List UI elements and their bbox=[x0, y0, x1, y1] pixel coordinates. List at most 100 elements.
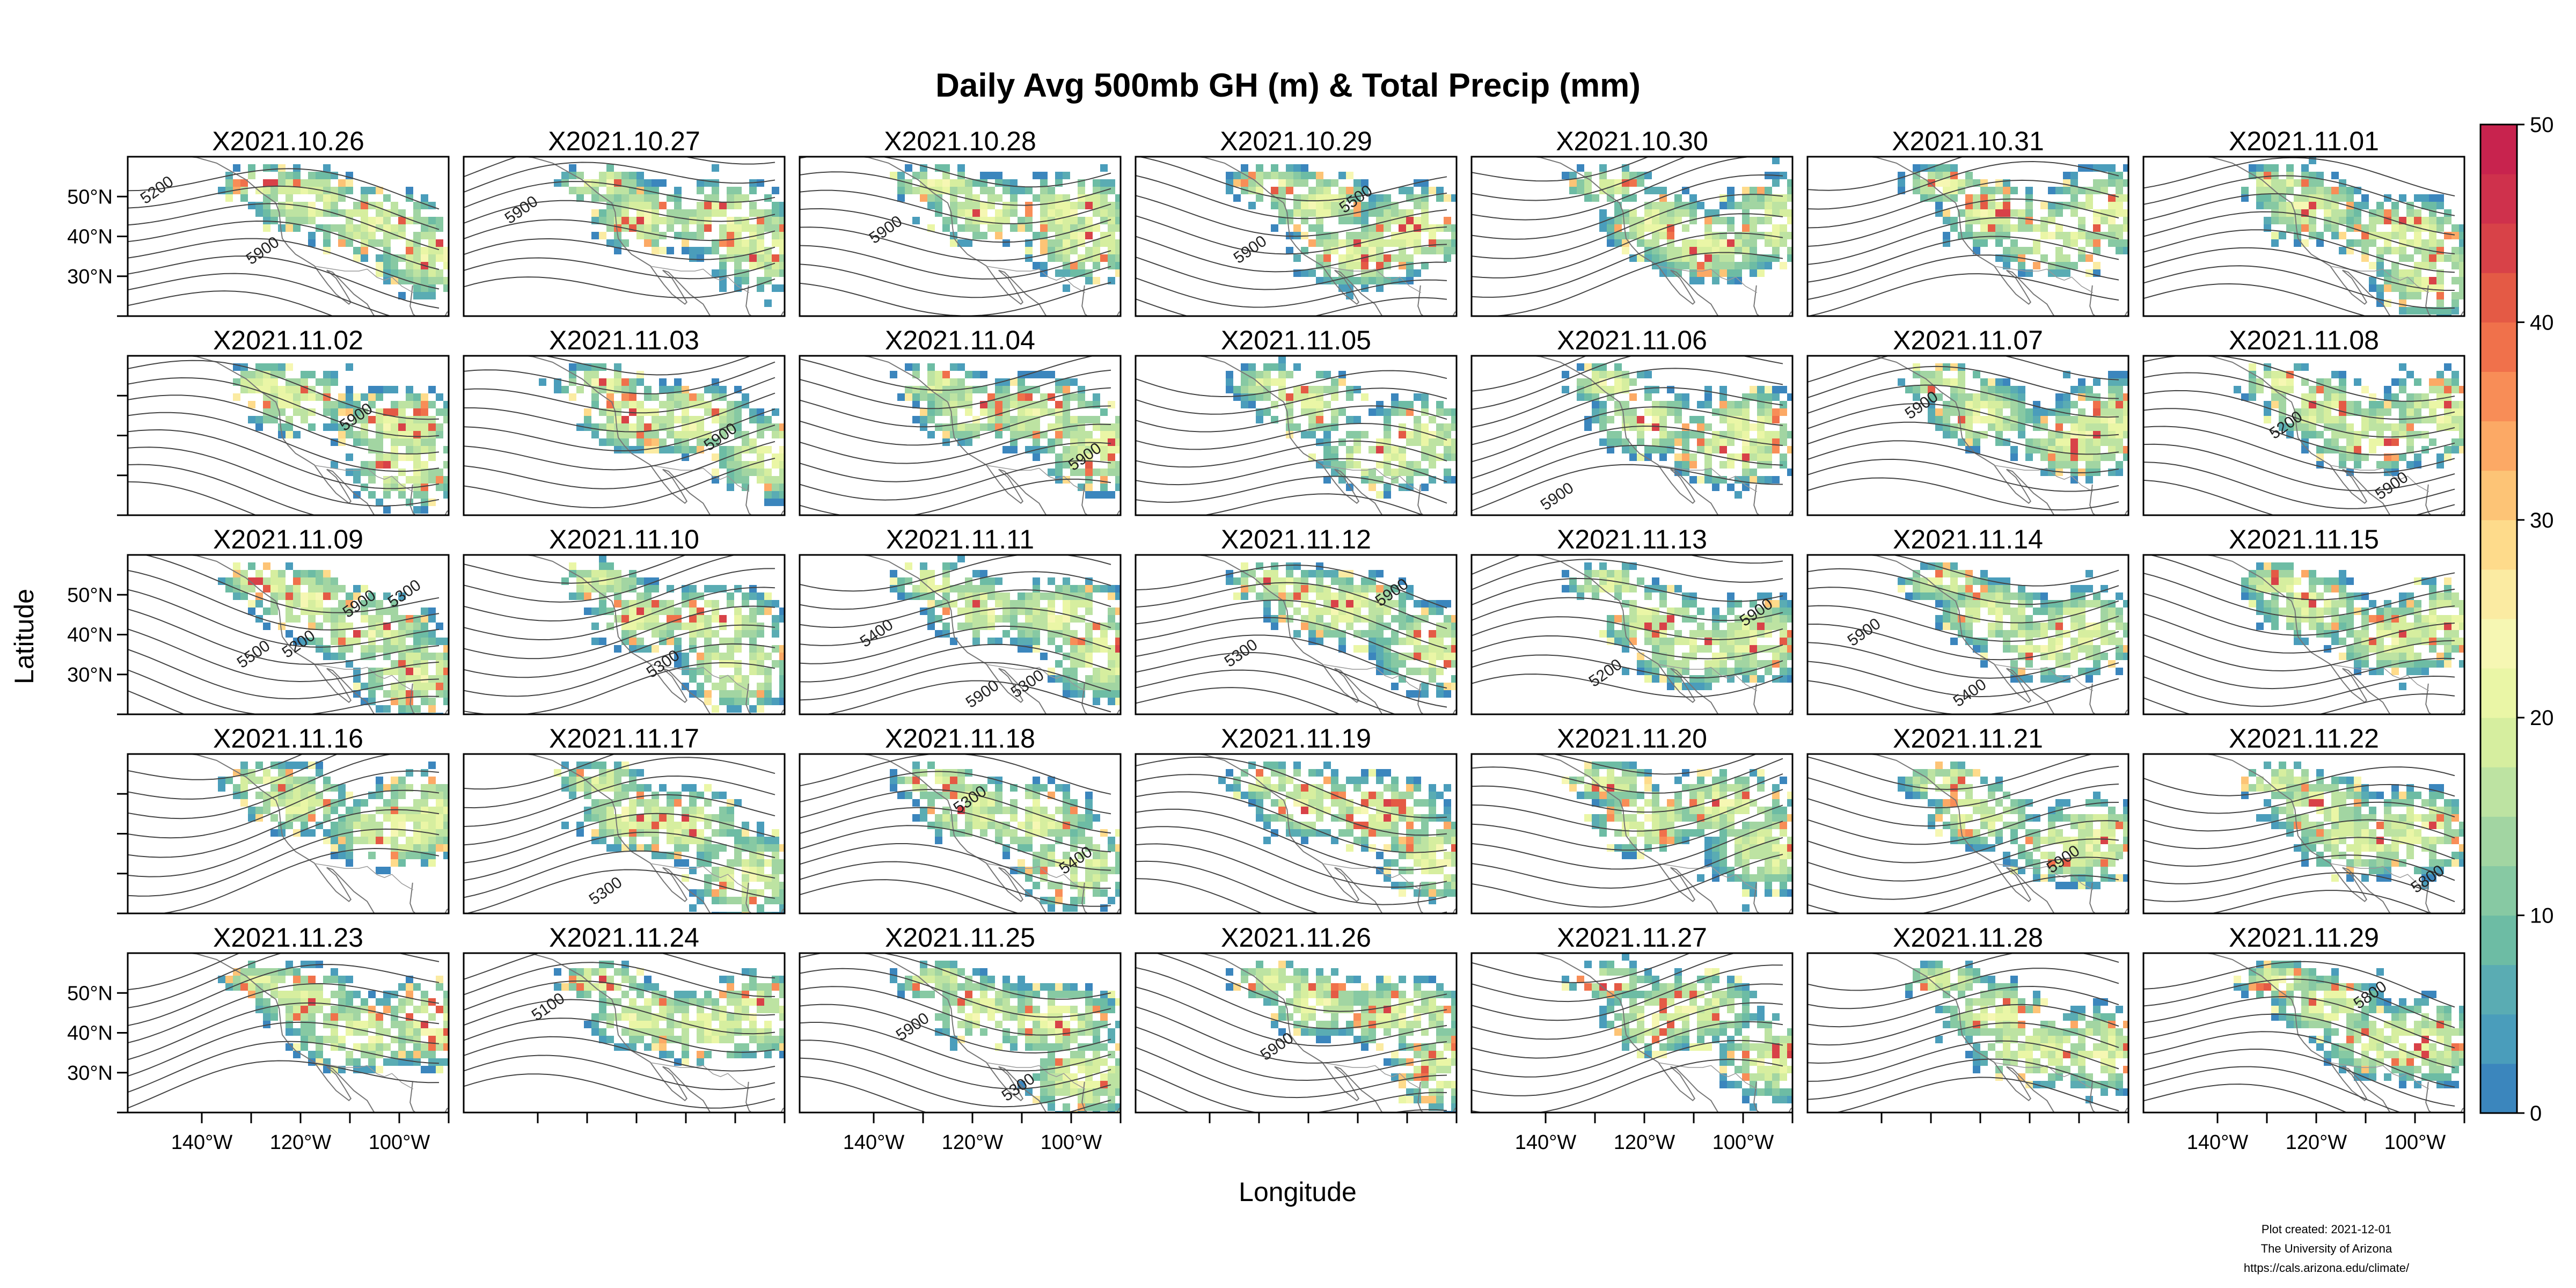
lat-tick-label: 50°N bbox=[67, 584, 113, 606]
colorbar-swatch bbox=[2480, 866, 2517, 916]
map-panel: X2021.11.16 bbox=[117, 723, 450, 914]
panel-title: X2021.11.09 bbox=[213, 524, 363, 554]
panel-title: X2021.11.28 bbox=[1893, 923, 2043, 953]
lat-tick-label: 40°N bbox=[67, 226, 113, 248]
colorbar-tick-label: 50 bbox=[2530, 113, 2554, 137]
panel-grid: 52005900X2021.10.2650°N40°N30°N5900X2021… bbox=[67, 126, 2465, 1154]
colorbar-swatch bbox=[2480, 1014, 2517, 1064]
contour-label: 5400 bbox=[1950, 676, 1990, 711]
lat-tick-label: 30°N bbox=[67, 266, 113, 288]
colorbar-swatch bbox=[2480, 223, 2517, 273]
figure-title: Daily Avg 500mb GH (m) & Total Precip (m… bbox=[935, 67, 1641, 104]
lon-tick-label: 140°W bbox=[171, 1131, 233, 1154]
colorbar-swatch bbox=[2480, 519, 2517, 570]
contour-label: 5900 bbox=[866, 213, 906, 247]
lon-tick-label: 120°W bbox=[942, 1131, 1004, 1154]
contour-label: 5200 bbox=[279, 627, 319, 662]
colorbar-swatch bbox=[2480, 1063, 2517, 1114]
panel-title: X2021.11.15 bbox=[2229, 524, 2379, 554]
lon-tick-label: 100°W bbox=[1713, 1131, 1774, 1154]
lon-tick-label: 140°W bbox=[843, 1131, 905, 1154]
panel-title: X2021.11.07 bbox=[1893, 325, 2043, 355]
lon-tick-label: 100°W bbox=[2384, 1131, 2446, 1154]
panel-title: X2021.11.29 bbox=[2229, 923, 2379, 953]
contour-label: 5200 bbox=[137, 173, 177, 208]
panel-title: X2021.11.17 bbox=[549, 723, 699, 753]
map-panel: X2021.10.30 bbox=[1470, 126, 1794, 317]
lon-tick-label: 140°W bbox=[2187, 1131, 2249, 1154]
panel-title: X2021.10.31 bbox=[1892, 126, 2044, 156]
contour-label: 5300 bbox=[1221, 636, 1261, 671]
colorbar-swatch bbox=[2480, 273, 2517, 323]
credit-block: Plot created: 2021-12-01 The University … bbox=[2244, 1223, 2410, 1275]
colorbar-swatch bbox=[2480, 322, 2517, 372]
lon-tick-label: 120°W bbox=[270, 1131, 332, 1154]
panel-title: X2021.11.25 bbox=[885, 923, 1035, 953]
colorbar-swatch bbox=[2480, 668, 2517, 718]
lon-tick-label: 120°W bbox=[2286, 1131, 2347, 1154]
map-panel: X2021.11.05 bbox=[1135, 325, 1458, 516]
panel-title: X2021.10.30 bbox=[1556, 126, 1708, 156]
panel-title: X2021.11.22 bbox=[2229, 723, 2379, 753]
colorbar-tick-label: 10 bbox=[2530, 904, 2554, 928]
panel-title: X2021.11.05 bbox=[1221, 325, 1371, 355]
contour-label: 5900 bbox=[1845, 615, 1884, 650]
credit-line-1: Plot created: 2021-12-01 bbox=[2262, 1223, 2391, 1236]
map-panel: X2021.11.23 50°N 40°N 30°N 140°W 120°W 100°W bbox=[67, 923, 450, 1154]
panel-title: X2021.11.27 bbox=[1557, 923, 1707, 953]
credit-line-2: The University of Arizona bbox=[2261, 1242, 2392, 1255]
map-panel: X2021.11.19 bbox=[1135, 723, 1458, 914]
colorbar-swatch bbox=[2480, 174, 2517, 224]
lat-tick-label: 40°N bbox=[67, 624, 113, 647]
panel-title: X2021.11.02 bbox=[213, 325, 363, 355]
map-panel: 5900 X2021.10.28 bbox=[799, 126, 1122, 317]
contour-label: 5300 bbox=[586, 874, 626, 909]
contour-label: 5300 bbox=[999, 1070, 1038, 1105]
colorbar-swatch bbox=[2480, 569, 2517, 619]
contour-label: 5300 bbox=[385, 576, 425, 611]
panel-title: X2021.11.10 bbox=[549, 524, 699, 554]
lat-tick-label: 30°N bbox=[67, 1062, 113, 1085]
panel-title: X2021.11.21 bbox=[1893, 723, 2043, 753]
lon-tick-label: 120°W bbox=[1614, 1131, 1675, 1154]
panel-title: X2021.10.26 bbox=[212, 126, 364, 156]
panel-title: X2021.11.13 bbox=[1557, 524, 1707, 554]
colorbar-swatch bbox=[2480, 718, 2517, 767]
panel-title: X2021.11.06 bbox=[1557, 325, 1707, 355]
panel-title: X2021.11.23 bbox=[213, 923, 363, 953]
colorbar-swatch bbox=[2480, 371, 2517, 422]
lat-tick-label: 50°N bbox=[67, 982, 113, 1005]
panel-title: X2021.11.08 bbox=[2229, 325, 2379, 355]
map-panel: X2021.11.20 bbox=[1470, 723, 1794, 914]
map-panel: 5900 X2021.11.06 bbox=[1470, 325, 1794, 516]
map-panel: X2021.10.31 bbox=[1806, 126, 2129, 317]
map-panel: 5900 X2021.11.26 bbox=[1135, 923, 1458, 1123]
map-panel: X2021.11.15 bbox=[2142, 524, 2465, 715]
colorbar-tick-label: 30 bbox=[2530, 509, 2554, 532]
x-axis-label: Longitude bbox=[1239, 1177, 1357, 1207]
lat-tick-label: 40°N bbox=[67, 1022, 113, 1045]
panel-title: X2021.11.11 bbox=[886, 524, 1034, 554]
map-panel: 5300 X2021.11.17 bbox=[463, 723, 786, 914]
colorbar-swatch bbox=[2480, 470, 2517, 521]
colorbar-tick-label: 20 bbox=[2530, 706, 2554, 730]
y-axis-label: Latitude bbox=[9, 589, 39, 684]
map-panel: X2021.11.01 bbox=[2142, 126, 2465, 317]
panel-title: X2021.11.19 bbox=[1221, 723, 1371, 753]
